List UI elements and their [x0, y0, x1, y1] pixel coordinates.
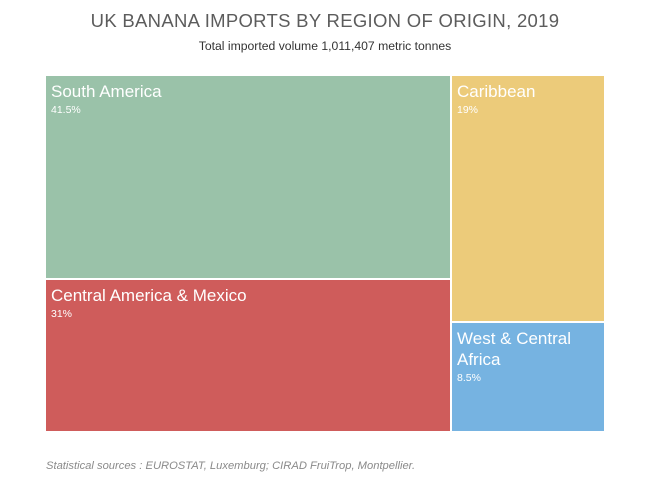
tile-value-central-america-and-mexico: 31%	[51, 308, 73, 321]
tile-label-caribbean: Caribbean	[457, 82, 536, 101]
tile-label-south-america: South America	[51, 82, 162, 101]
tile-value-caribbean: 19%	[457, 104, 479, 116]
tile-central-america-and-mexico: Central America & Mexico 31%	[45, 279, 451, 432]
tile-label-west-and-central-africa: West & Central Africa	[457, 328, 572, 369]
source-note: Statistical sources : EUROSTAT, Luxembur…	[46, 460, 416, 472]
tile-value-west-and-central-africa: 8.5%	[457, 371, 481, 384]
page-subtitle: Total imported volume 1,011,407 metric t…	[198, 39, 452, 53]
tile-caribbean: Caribbean 19%	[451, 75, 605, 322]
tile-label-central-america-and-mexico: Central America & Mexico	[51, 286, 247, 306]
tile-value-south-america: 41.5%	[51, 104, 81, 116]
page-title: UK BANANA IMPORTS BY REGION OF ORIGIN, 2…	[90, 10, 560, 31]
tile-west-and-central-africa: West & Central Africa 8.5%	[451, 321, 605, 432]
tile-south-america: South America 41.5%	[45, 75, 451, 280]
